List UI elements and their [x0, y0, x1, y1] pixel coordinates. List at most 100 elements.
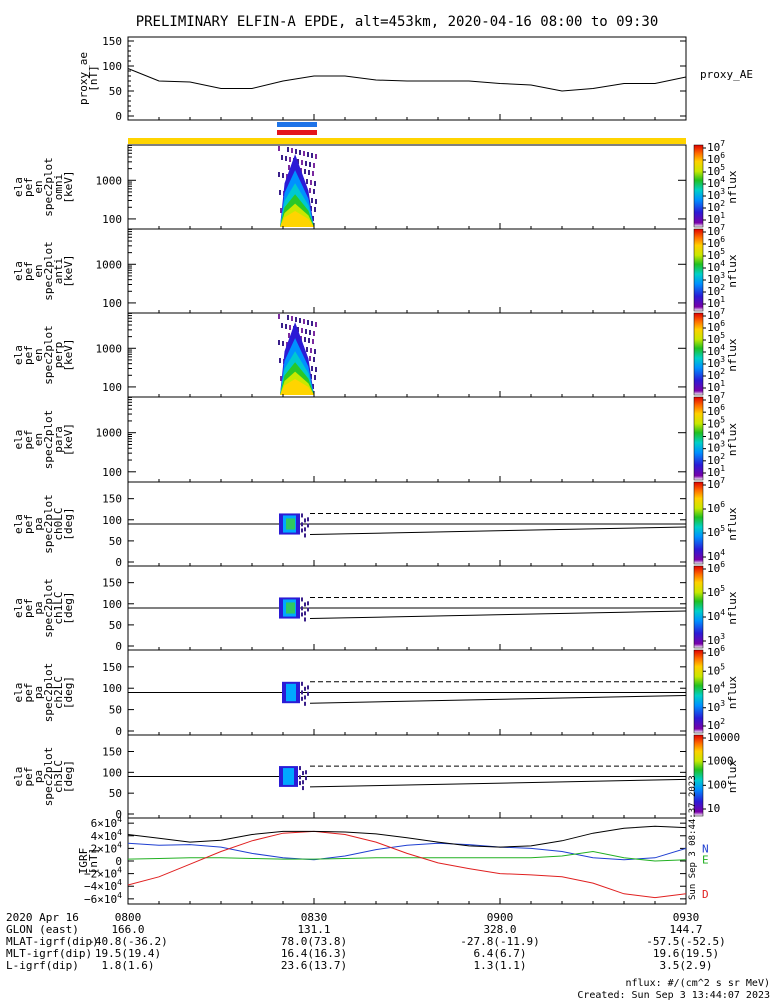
axis-label-line: IGRF: [77, 848, 90, 875]
axis-label-line: pa: [32, 686, 45, 699]
axis-label-line: ela: [12, 177, 25, 197]
footer-cell: 166.0: [111, 923, 144, 936]
footer-table: 2020 Apr 16 0800 0830 0900 0930 GLON (east) 16…: [6, 911, 726, 972]
spectro-pixel: [299, 318, 301, 323]
loss-cone-lower: [309, 610, 687, 620]
tick-label: 106: [707, 151, 725, 166]
axis-label-line: ela: [12, 767, 25, 787]
panel-perp: elapefenspec2plotperp[keV] 10001001071061…: [12, 307, 739, 398]
axis-label-line: spec2plot: [42, 494, 55, 554]
y-tick-label: 0: [115, 725, 122, 738]
tick-label: −6×104: [84, 891, 122, 906]
y-tick-label: 50: [109, 787, 122, 800]
colorbar-label: nflux: [726, 338, 739, 371]
tick-label: 102: [707, 367, 725, 382]
tick-label: 103: [707, 271, 725, 286]
tick-label: 105: [707, 163, 725, 178]
axes-frame: [127, 817, 687, 905]
axis-label-line: [keV]: [62, 254, 75, 287]
spectro-pixel: [311, 321, 313, 326]
spectro-pixel: [297, 327, 299, 332]
spectrogram-data: [282, 681, 309, 706]
spectro-pixel: [278, 340, 280, 345]
spectro-pixel: [299, 775, 301, 780]
spectro-pixel: [309, 330, 311, 335]
y-tick-label: 100: [102, 514, 122, 527]
y-tick-label: 100: [102, 466, 122, 479]
tick-label: 10000: [707, 731, 740, 744]
spectro-pixel: [307, 517, 309, 522]
tick-label: 105: [707, 331, 725, 346]
tick-label: 105: [707, 415, 725, 430]
spectro-pixel: [315, 199, 317, 204]
colorbar: [693, 228, 704, 312]
axes-frame: [127, 144, 687, 230]
spectro-pixel: [304, 611, 306, 616]
tick-label: 103: [707, 699, 725, 714]
spectro-pixel: [302, 771, 304, 776]
footer-cell: 131.1: [297, 923, 330, 936]
colorbar-label: nflux: [726, 591, 739, 624]
mark-red-bar: [277, 130, 317, 135]
axis-label-line: pef: [22, 430, 35, 450]
spectro-pixel: [312, 384, 314, 389]
spectro-pixel: [307, 685, 309, 690]
spectro-pixel: [301, 690, 303, 695]
spectro-pixel: [304, 701, 306, 706]
spectro-pixel: [309, 188, 311, 193]
axis-label-line: en: [32, 433, 45, 446]
tick-label: 100: [707, 778, 727, 791]
footer-cell: 328.0: [483, 923, 516, 936]
axis-label-line: en: [32, 348, 45, 361]
y-tick-label: 50: [109, 85, 122, 98]
axis-label-line: ela: [12, 345, 25, 365]
tick-label: 0: [115, 855, 122, 868]
spectro-pixel: [307, 320, 309, 325]
spectro-pixel: [312, 339, 314, 344]
axis-label-line: ela: [12, 430, 25, 450]
spectro-pixel: [313, 357, 315, 362]
tick-label: 104: [707, 608, 725, 623]
legend-N: N: [702, 842, 709, 855]
tick-label: 104: [707, 259, 725, 274]
colorbar: [693, 649, 704, 734]
spectro-pixel: [310, 180, 312, 185]
axis-label-line: [keV]: [62, 338, 75, 371]
axis-label-line: pef: [22, 261, 35, 281]
spectro-pixel: [301, 522, 303, 527]
spectro-pixel: [301, 160, 303, 165]
spectrogram-data: [279, 597, 309, 622]
y-tick-label: 0: [115, 110, 122, 123]
panel-para: elapefenspec2plotpara[keV] 10001001071061…: [12, 391, 739, 483]
spectro-pixel: [306, 179, 308, 184]
tick-label: 106: [707, 644, 725, 659]
axis-label-line: [deg]: [62, 591, 75, 624]
spectro-pixel: [306, 347, 308, 352]
tick-label: 106: [707, 319, 725, 334]
y-tick-label: 50: [109, 619, 122, 632]
spectro-pixel: [312, 216, 314, 221]
tick-label: 103: [707, 632, 725, 647]
colorbar: [693, 144, 704, 228]
panel-ch3LC: elapefpaspec2plotch3LC[deg] 150 100 50 0 1000…: [12, 731, 740, 821]
colorbar-label: nflux: [726, 254, 739, 287]
spectro-pixel: [278, 146, 280, 151]
axis-label-line: anti: [52, 258, 65, 285]
spectro-band: [286, 518, 295, 530]
tick-label: 105: [707, 662, 725, 677]
axis-label-line: ch2LC: [52, 676, 65, 709]
tick-label: 107: [707, 223, 725, 238]
spectro-pixel: [310, 348, 312, 353]
spectro-pixel: [297, 159, 299, 164]
y-axis-label: elapefenspec2plotomni[keV]: [12, 157, 75, 217]
footer-row-label: MLAT-igrf(dip): [6, 935, 99, 948]
spectro-pixel: [304, 518, 306, 523]
tick-label: 105: [707, 247, 725, 262]
spectro-pixel: [285, 324, 287, 329]
colorbar: [693, 734, 704, 817]
units-note: nflux: #/(cm^2 s sr MeV): [626, 978, 771, 989]
tick-label: 103: [707, 440, 725, 455]
axis-label-line: proxy_ae: [77, 52, 90, 105]
footer-cell: 19.6(19.5): [653, 947, 719, 960]
spectro-pixel: [301, 696, 303, 701]
